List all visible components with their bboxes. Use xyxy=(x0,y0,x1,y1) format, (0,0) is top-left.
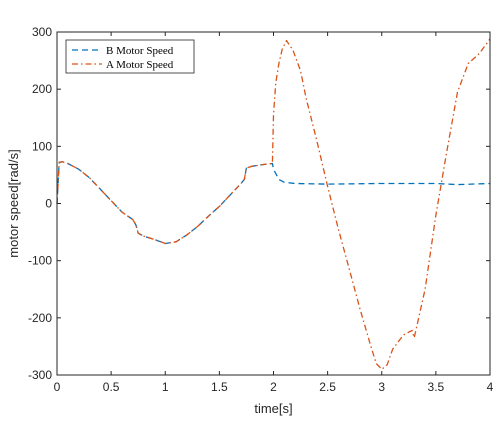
legend: B Motor Speed A Motor Speed xyxy=(65,39,195,74)
ticks-layer: 0 0.5 1 1.5 2 2.5 3 3.5 4 300 200 100 0 -100 -200 -300 xyxy=(28,25,494,394)
x-tick-label: 0.5 xyxy=(103,380,120,394)
legend-label-b-motor-speed: B Motor Speed xyxy=(106,45,174,57)
y-tick-label: -200 xyxy=(28,311,52,325)
y-tick-label: 0 xyxy=(45,197,52,211)
x-tick-label: 0 xyxy=(54,380,61,394)
x-tick-label: 3 xyxy=(378,380,385,394)
series-line-a-motor-speed xyxy=(56,38,491,370)
x-tick-label: 1.5 xyxy=(211,380,228,394)
x-tick-label: 2.5 xyxy=(319,380,336,394)
y-tick-label: 200 xyxy=(32,82,52,96)
x-tick-label: 4 xyxy=(487,380,494,394)
y-tick-label: -300 xyxy=(28,368,52,382)
y-tick-label: -100 xyxy=(28,254,52,268)
x-tick-label: 3.5 xyxy=(428,380,445,394)
y-tick-label: 300 xyxy=(32,25,52,39)
legend-box xyxy=(65,39,195,74)
plot-area xyxy=(57,32,490,375)
series-layer xyxy=(56,38,491,370)
x-tick-label: 2 xyxy=(270,380,277,394)
legend-label-a-motor-speed: A Motor Speed xyxy=(106,59,174,71)
x-tick-label: 1 xyxy=(162,380,169,394)
y-tick-label: 100 xyxy=(32,139,52,153)
y-axis-label: motor speed[rad/s] xyxy=(6,149,21,257)
x-axis-label: time[s] xyxy=(254,401,292,416)
